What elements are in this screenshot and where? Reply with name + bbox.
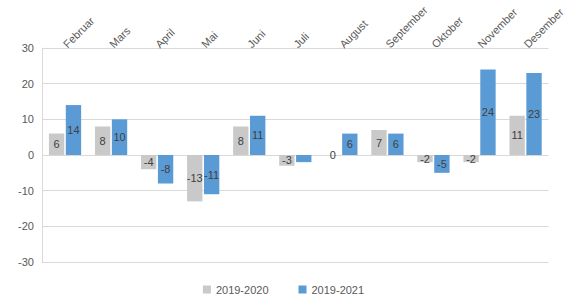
svg-text:-2: -2 bbox=[420, 153, 430, 165]
svg-text:0: 0 bbox=[28, 149, 34, 161]
svg-text:10: 10 bbox=[113, 131, 125, 143]
svg-text:24: 24 bbox=[482, 106, 494, 118]
svg-text:Mai: Mai bbox=[199, 29, 220, 50]
svg-text:20: 20 bbox=[22, 78, 34, 90]
svg-text:-4: -4 bbox=[144, 156, 154, 168]
svg-text:Desember: Desember bbox=[521, 6, 566, 51]
svg-text:-11: -11 bbox=[204, 169, 219, 181]
svg-text:August: August bbox=[337, 18, 370, 51]
svg-text:6: 6 bbox=[393, 138, 399, 150]
svg-text:23: 23 bbox=[528, 108, 540, 120]
svg-text:-20: -20 bbox=[18, 220, 34, 232]
svg-text:Juni: Juni bbox=[245, 28, 268, 51]
svg-text:8: 8 bbox=[238, 135, 244, 147]
svg-text:April: April bbox=[153, 26, 177, 50]
svg-text:November: November bbox=[475, 6, 520, 51]
svg-text:Mars: Mars bbox=[107, 24, 133, 50]
svg-text:-10: -10 bbox=[18, 185, 34, 197]
svg-text:8: 8 bbox=[100, 135, 106, 147]
svg-text:11: 11 bbox=[252, 129, 263, 141]
svg-text:10: 10 bbox=[22, 113, 34, 125]
svg-text:0: 0 bbox=[330, 149, 336, 161]
svg-text:-2: -2 bbox=[466, 153, 476, 165]
svg-text:-30: -30 bbox=[18, 256, 34, 268]
svg-text:Februar: Februar bbox=[61, 14, 97, 50]
svg-text:11: 11 bbox=[511, 129, 522, 141]
svg-text:-3: -3 bbox=[282, 154, 292, 166]
svg-text:-8: -8 bbox=[161, 163, 171, 175]
svg-text:Juli: Juli bbox=[291, 30, 311, 50]
svg-text:2019-2020: 2019-2020 bbox=[216, 284, 269, 296]
svg-text:14: 14 bbox=[67, 124, 79, 136]
svg-text:30: 30 bbox=[22, 42, 34, 54]
svg-text:7: 7 bbox=[376, 137, 382, 149]
svg-text:6: 6 bbox=[54, 138, 60, 150]
svg-text:Oktober: Oktober bbox=[429, 14, 465, 50]
svg-text:-5: -5 bbox=[437, 158, 447, 170]
svg-text:2019-2021: 2019-2021 bbox=[312, 284, 365, 296]
svg-text:September: September bbox=[383, 4, 430, 51]
svg-text:-13: -13 bbox=[187, 172, 203, 184]
svg-text:6: 6 bbox=[347, 138, 353, 150]
